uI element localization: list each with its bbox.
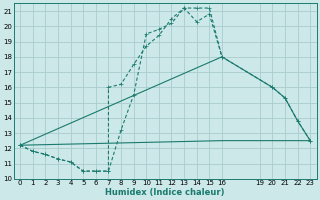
X-axis label: Humidex (Indice chaleur): Humidex (Indice chaleur) [106,188,225,197]
